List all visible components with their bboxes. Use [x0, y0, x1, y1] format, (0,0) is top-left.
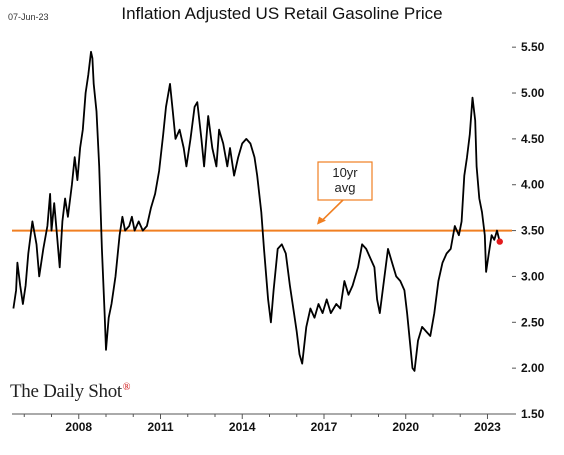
annotation-label: 10yr [332, 165, 358, 180]
price-series-line [12, 50, 501, 372]
annotation-box [317, 161, 373, 201]
annotation-label: avg [335, 180, 356, 195]
axis-layer: 2008 2011 2014 2017 2020 2023 5.50 5.00 4.50 4.00… [12, 40, 545, 434]
x-tick-label: 2008 [65, 420, 92, 434]
date-stamp: 07-Jun-23 [8, 12, 49, 22]
annotation-arrow-shaft [321, 199, 344, 222]
y-tick-label: 2.50 [521, 315, 545, 329]
last-point-marker [496, 238, 503, 245]
x-tick-label: 2023 [474, 420, 501, 434]
brand-name: The Daily Shot [10, 381, 122, 402]
y-tick-label: 3.50 [521, 224, 545, 238]
brand-logo: The Daily Shot® [10, 381, 131, 403]
y-tick-label: 5.50 [521, 40, 545, 54]
y-tick-label: 2.00 [521, 361, 545, 375]
x-tick-label: 2020 [392, 420, 419, 434]
annotation-arrow-head [317, 216, 326, 225]
brand-mark: ® [122, 381, 131, 393]
y-tick-label: 3.00 [521, 269, 545, 283]
chart-title: Inflation Adjusted US Retail Gasoline Pr… [121, 4, 443, 23]
y-tick-label: 4.50 [521, 132, 545, 146]
y-tick-label: 4.00 [521, 178, 545, 192]
y-tick-label: 5.00 [521, 86, 545, 100]
x-tick-label: 2011 [147, 420, 173, 434]
x-tick-label: 2014 [229, 420, 256, 434]
x-tick-label: 2017 [311, 420, 338, 434]
series-layer [12, 50, 503, 372]
y-tick-label: 1.50 [521, 407, 545, 421]
